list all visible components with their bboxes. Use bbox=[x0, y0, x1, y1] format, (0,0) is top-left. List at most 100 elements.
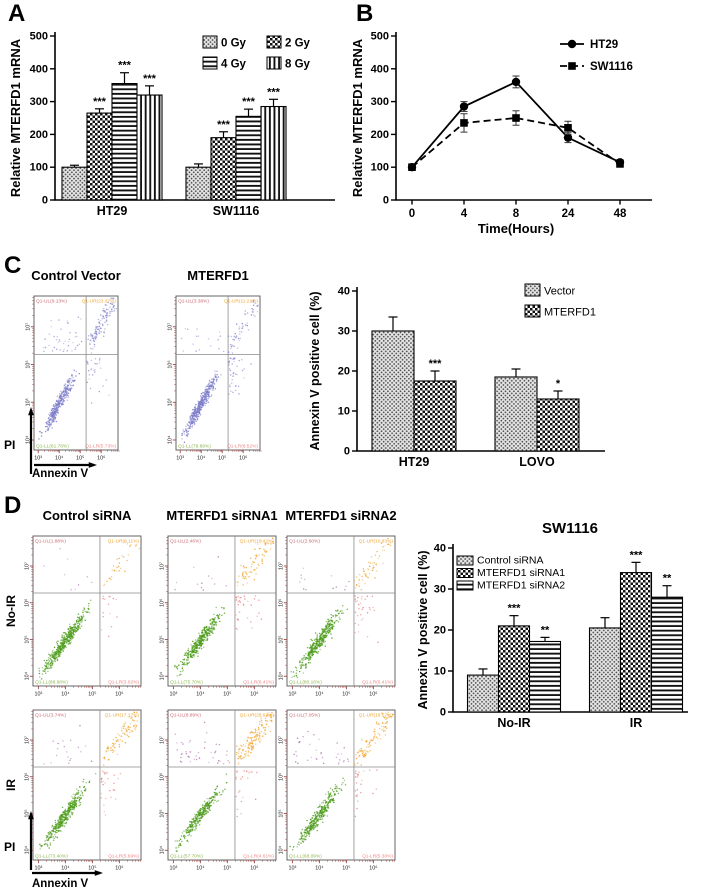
legend-label: 0 Gy bbox=[221, 38, 247, 50]
marker bbox=[616, 160, 624, 168]
y-axis-label: Annexin V positive cell (%) bbox=[418, 550, 430, 709]
svg-text:10³: 10³ bbox=[35, 692, 43, 698]
svg-text:500: 500 bbox=[371, 31, 389, 43]
quadrant-label-ll: Q1-LL(88.98%) bbox=[35, 680, 68, 686]
svg-text:500: 500 bbox=[30, 31, 48, 43]
legend-swatch bbox=[456, 568, 474, 578]
scatter-points bbox=[173, 537, 275, 677]
legend-swatch bbox=[266, 56, 282, 70]
svg-text:20: 20 bbox=[338, 366, 350, 378]
svg-text:0: 0 bbox=[409, 208, 415, 220]
legend-label: 8 Gy bbox=[285, 59, 311, 71]
quadrant-label-lr: Q1-LR(8.52%) bbox=[227, 444, 258, 450]
svg-text:10⁷: 10⁷ bbox=[25, 562, 31, 570]
svg-text:10³: 10³ bbox=[170, 866, 178, 872]
quadrant-label-ul: Q1-UL(2.46%) bbox=[170, 539, 201, 545]
svg-text:10⁶: 10⁶ bbox=[160, 599, 166, 607]
flow-frame bbox=[167, 535, 277, 687]
sig-stars: ** bbox=[541, 624, 550, 636]
bar bbox=[111, 83, 138, 201]
svg-text:10⁴: 10⁴ bbox=[196, 866, 205, 872]
legend-label: HT29 bbox=[590, 39, 618, 51]
flow-plot-d-ir-sirna2: 10³ 10⁴ 10⁵ 10⁶ 10⁴ 10⁵ 10⁶ 10⁷ Q1-UL(7.05%) Q1-U… bbox=[279, 709, 396, 872]
quadrant-label-ur: Q1-UR(10.83%) bbox=[359, 539, 394, 545]
svg-text:10⁴: 10⁴ bbox=[279, 671, 285, 680]
svg-text:10⁴: 10⁴ bbox=[61, 692, 70, 698]
d-col-title-sirna1: MTERFD1 siRNA1 bbox=[166, 508, 278, 523]
d-col-title-control-sirna: Control siRNA bbox=[42, 508, 132, 523]
svg-text:10⁶: 10⁶ bbox=[160, 773, 166, 781]
scatter-points bbox=[38, 541, 141, 680]
chart-d-bar: 0 10 20 30 40 Annexin V positive cell (%) SW11… bbox=[418, 520, 688, 730]
quadrant-label-ur: Q1-UR(11.21%) bbox=[224, 299, 258, 305]
sig-stars: *** bbox=[429, 358, 443, 370]
flow-plot-d-noir-sirna2: 10³ 10⁴ 10⁵ 10⁶ 10⁴ 10⁵ 10⁶ 10⁷ Q1-UL(2.60%) Q1-U… bbox=[279, 535, 396, 698]
svg-text:20: 20 bbox=[434, 625, 446, 637]
svg-text:10⁴: 10⁴ bbox=[61, 866, 70, 872]
panel-a-letter: A bbox=[8, 0, 26, 27]
svg-text:10⁴: 10⁴ bbox=[160, 845, 166, 854]
svg-text:10⁴: 10⁴ bbox=[160, 671, 166, 680]
svg-text:10⁴: 10⁴ bbox=[315, 692, 324, 698]
sig-stars: *** bbox=[242, 96, 256, 108]
bar bbox=[210, 137, 237, 201]
flow-frame bbox=[286, 709, 396, 861]
svg-text:10⁵: 10⁵ bbox=[218, 456, 226, 462]
svg-text:400: 400 bbox=[30, 63, 48, 75]
svg-text:10⁶: 10⁶ bbox=[279, 599, 285, 607]
svg-text:10³: 10³ bbox=[289, 692, 297, 698]
legend-swatch bbox=[524, 304, 541, 318]
sig-stars: *** bbox=[217, 119, 231, 131]
flow-plot-c-control-vector: 10³ 10⁴ 10⁵ 10⁶ 10⁴ 10⁵ 10⁶ 10⁷ Q1-UL(9.13%) Q1-U… bbox=[26, 295, 120, 462]
svg-text:10⁵: 10⁵ bbox=[160, 809, 166, 817]
bar bbox=[185, 166, 212, 201]
quadrant-label-ll: Q1-LL(61.78%) bbox=[36, 444, 69, 450]
svg-text:10⁵: 10⁵ bbox=[279, 809, 285, 817]
scatter-points bbox=[180, 299, 259, 443]
svg-text:10⁵: 10⁵ bbox=[26, 398, 32, 406]
quadrant-label-ul: Q1-UL(3.38%) bbox=[178, 299, 209, 305]
svg-text:0: 0 bbox=[42, 195, 48, 207]
legend-swatch bbox=[202, 56, 218, 70]
svg-text:10⁴: 10⁴ bbox=[197, 456, 206, 462]
svg-text:10³: 10³ bbox=[176, 456, 184, 462]
bar bbox=[494, 376, 538, 452]
svg-text:10: 10 bbox=[434, 666, 446, 678]
series-line bbox=[411, 117, 621, 168]
chart-title: SW1116 bbox=[542, 520, 598, 537]
svg-text:10⁶: 10⁶ bbox=[250, 866, 258, 872]
svg-text:10⁶: 10⁶ bbox=[369, 692, 377, 698]
y-axis-label: Annexin V positive cell (%) bbox=[308, 291, 322, 450]
svg-text:4: 4 bbox=[461, 208, 468, 220]
legend-swatch bbox=[202, 35, 218, 49]
svg-text:10: 10 bbox=[338, 406, 350, 418]
svg-text:300: 300 bbox=[371, 96, 389, 108]
svg-text:10⁴: 10⁴ bbox=[26, 435, 32, 444]
svg-text:10³: 10³ bbox=[34, 456, 42, 462]
bar bbox=[466, 674, 500, 713]
svg-text:10⁵: 10⁵ bbox=[342, 692, 350, 698]
quadrant-label-ul: Q1-UL(9.13%) bbox=[36, 299, 67, 305]
svg-text:10⁵: 10⁵ bbox=[76, 456, 84, 462]
svg-text:10⁶: 10⁶ bbox=[369, 866, 377, 872]
quadrant-label-ll: Q1-LL(78.89%) bbox=[178, 444, 211, 450]
scatter-points bbox=[174, 711, 275, 852]
legend-swatch bbox=[456, 580, 474, 591]
flow-c-title-mterfd1: MTERFD1 bbox=[187, 268, 249, 283]
d-col-title-sirna2: MTERFD1 siRNA2 bbox=[285, 508, 397, 523]
marker bbox=[459, 102, 469, 111]
legend-label: MTERFD1 bbox=[544, 307, 596, 319]
bar bbox=[235, 115, 262, 201]
sig-stars: * bbox=[556, 378, 561, 390]
svg-text:10⁵: 10⁵ bbox=[223, 866, 231, 872]
bar bbox=[619, 572, 653, 713]
svg-text:8: 8 bbox=[513, 208, 520, 220]
flow-plot-d-noir-sirna1: 10³ 10⁴ 10⁵ 10⁶ 10⁴ 10⁵ 10⁶ 10⁷ Q1-UL(2.46%) Q1-U… bbox=[160, 535, 277, 698]
quadrant-label-ll: Q1-LL(57.70%) bbox=[170, 854, 203, 860]
svg-text:10⁷: 10⁷ bbox=[279, 736, 285, 744]
svg-text:10⁴: 10⁴ bbox=[25, 671, 31, 680]
svg-text:10⁵: 10⁵ bbox=[342, 866, 350, 872]
svg-text:10⁶: 10⁶ bbox=[168, 360, 174, 368]
svg-text:10⁴: 10⁴ bbox=[168, 435, 174, 444]
category-label: No-IR bbox=[497, 716, 530, 730]
